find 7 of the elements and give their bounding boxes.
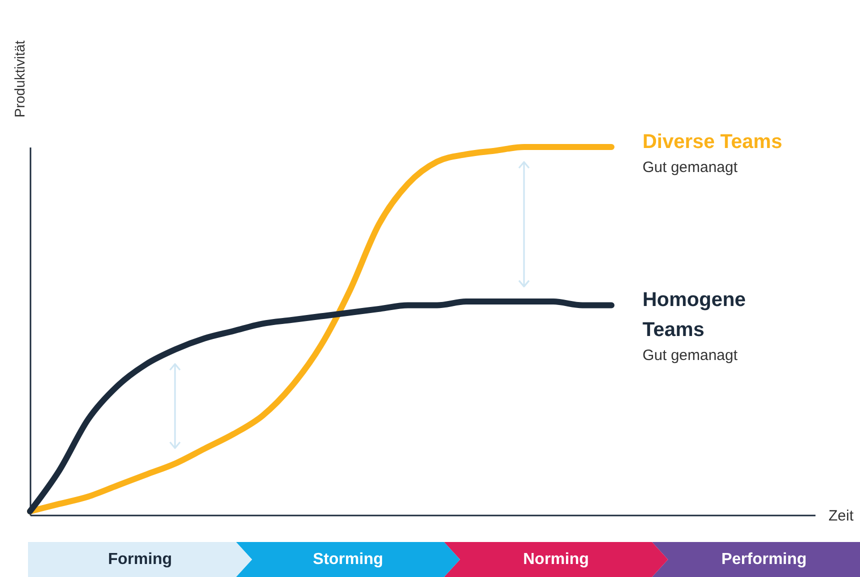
- phase-chevrons: Forming Storming Norming Performing: [28, 542, 860, 577]
- series-label: Homogene Teams: [642, 288, 747, 344]
- annotation: Gut gemanagt: [642, 347, 738, 364]
- annotation: Gut gemanagt: [642, 159, 738, 176]
- y-axis-title: Produktivität: [12, 40, 28, 118]
- series-label: Diverse Teams: [642, 130, 782, 155]
- x-axis-title: Zeit: [828, 508, 854, 524]
